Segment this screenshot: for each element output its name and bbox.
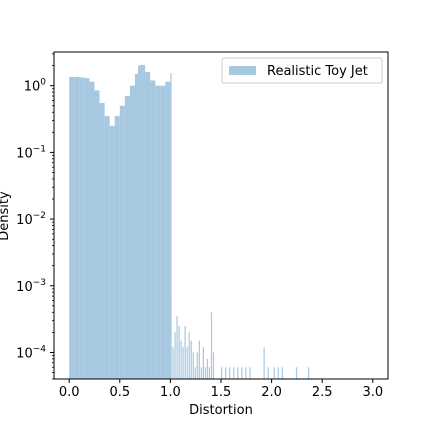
legend-swatch	[229, 66, 256, 75]
histogram-bar	[160, 85, 166, 379]
histogram-bar	[194, 367, 196, 379]
legend-label: Realistic Toy Jet	[267, 64, 368, 79]
y-tick-label: 10−4	[16, 344, 46, 361]
histogram-bar	[249, 367, 251, 379]
histogram-bar	[180, 340, 182, 379]
histogram-bar	[104, 116, 110, 379]
y-axis-ticks: 100 10−1 10−2 10−3 10−4	[16, 53, 54, 380]
histogram-bar	[295, 367, 298, 379]
histogram-bar	[79, 77, 85, 380]
histogram-bar	[267, 367, 269, 379]
y-tick-label: 10−1	[16, 144, 46, 161]
histogram-bar	[241, 367, 243, 379]
histogram-bar	[155, 85, 161, 379]
histogram-bar	[206, 358, 209, 379]
legend-box	[221, 57, 383, 84]
legend: Realistic Toy Jet	[221, 57, 383, 84]
histogram-bars	[69, 64, 310, 380]
x-tick-label: 2.5	[312, 385, 333, 400]
histogram-bar	[178, 325, 180, 379]
histogram-bar	[182, 347, 184, 379]
x-axis-ticks: 0.0 0.5 1.0 1.5 2.0 2.5 3.0	[59, 379, 383, 400]
histogram-bar	[140, 64, 146, 380]
histogram-bar	[202, 347, 204, 379]
histogram-bar	[190, 340, 192, 379]
histogram-bar	[109, 125, 115, 379]
histogram-bar	[277, 367, 279, 379]
histogram-bar	[237, 367, 239, 379]
histogram-bar	[119, 105, 125, 380]
histogram-bar	[225, 367, 227, 379]
histogram-bar	[221, 367, 223, 379]
histogram-bar	[204, 367, 207, 379]
histogram-bar	[210, 312, 213, 379]
histogram-bar	[308, 367, 310, 379]
histogram-bar	[94, 90, 100, 380]
histogram-bar	[196, 352, 198, 379]
histogram-bar	[165, 81, 171, 379]
histogram-bar	[208, 367, 211, 379]
histogram-bar	[84, 78, 90, 379]
histogram-bar	[138, 65, 141, 380]
histogram-bar	[134, 73, 139, 379]
y-tick-label: 10−2	[16, 211, 46, 228]
histogram-bar	[170, 73, 172, 379]
histogram-bar	[69, 77, 75, 379]
histogram-bar	[200, 367, 202, 379]
x-tick-label: 0.5	[109, 385, 130, 400]
histogram-bar	[188, 332, 190, 379]
histogram-bar	[145, 72, 151, 379]
histogram-bar	[170, 296, 172, 379]
histogram-bar	[229, 367, 231, 379]
x-tick-label: 1.0	[160, 385, 181, 400]
histogram-bar	[212, 352, 215, 379]
histogram-bar	[114, 116, 120, 379]
histogram-bar	[263, 347, 265, 379]
y-tick-label: 100	[24, 78, 47, 95]
histogram-bar	[99, 103, 105, 379]
x-tick-label: 0.0	[59, 385, 80, 400]
histogram-bar	[176, 316, 178, 379]
histogram-bar	[233, 367, 235, 379]
histogram-bar	[172, 347, 174, 379]
x-tick-label: 2.0	[261, 385, 282, 400]
x-tick-label: 3.0	[362, 385, 383, 400]
y-axis-label: Density	[0, 191, 12, 241]
x-axis-label: Distortion	[189, 403, 253, 418]
histogram-bar	[192, 352, 194, 379]
histogram-bar	[129, 85, 135, 379]
histogram-bar	[74, 77, 80, 379]
histogram-bar	[198, 340, 200, 379]
histogram-bar	[184, 325, 186, 379]
histogram-bar	[281, 367, 283, 379]
x-tick-label: 1.5	[211, 385, 232, 400]
histogram-bar	[174, 332, 176, 379]
histogram-bar	[245, 367, 247, 379]
histogram-bar	[89, 81, 95, 379]
histogram-bar	[273, 367, 275, 379]
histogram-bar	[124, 96, 130, 380]
histogram-bar	[150, 80, 156, 379]
histogram-bar	[186, 347, 188, 379]
y-tick-label: 10−3	[16, 278, 46, 295]
